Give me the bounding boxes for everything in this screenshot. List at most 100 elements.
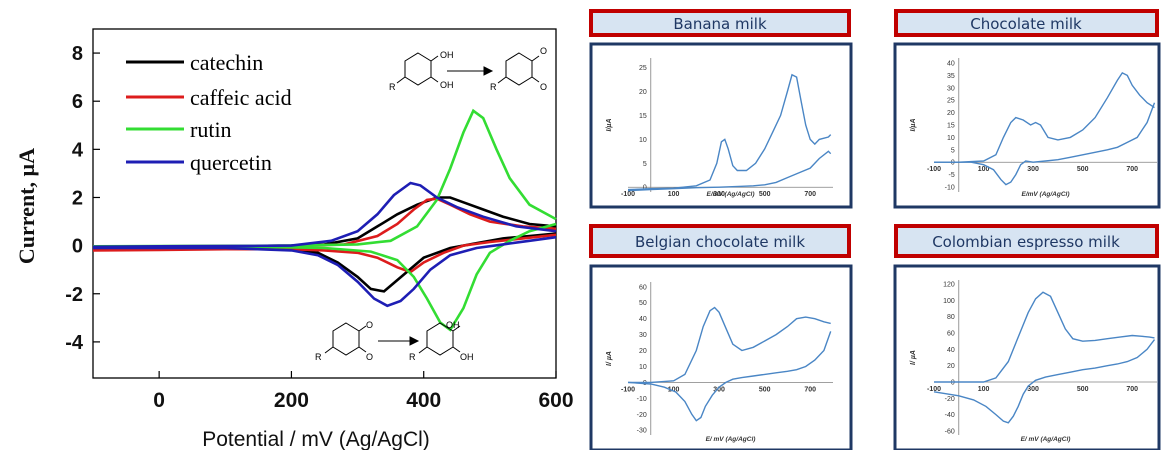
x-tick-label: 300	[1027, 386, 1039, 393]
panel-frame	[589, 42, 853, 209]
structure-label: R	[315, 352, 322, 362]
y-tick-label: 80	[947, 314, 955, 321]
y-tick-label: 40	[639, 316, 647, 323]
y-tick-label: 30	[947, 85, 955, 92]
legend-label-rutin: rutin	[190, 117, 232, 142]
y-tick-label: 10	[639, 364, 647, 371]
y-tick-label: 40	[947, 347, 955, 354]
y-tick-label: 50	[639, 300, 647, 307]
y-tick-label: 5	[951, 147, 955, 154]
x-tick-label: 300	[713, 191, 725, 198]
series-line-reverse	[934, 102, 1156, 186]
x-tick-label: 200	[274, 389, 309, 412]
structure-label: OH	[446, 320, 460, 330]
structure-label: O	[366, 320, 373, 330]
y-tick-label: 4	[72, 139, 84, 161]
y-tick-label: 35	[947, 73, 955, 80]
panel-title: Belgian chocolate milk	[635, 233, 805, 251]
series-line-catechin-forward	[92, 196, 557, 249]
y-tick-label: -60	[945, 428, 955, 435]
main-y-axis-title: Current, µA	[14, 148, 39, 264]
x-tick-label: 500	[759, 386, 771, 393]
x-axis-title: E/ mV (Ag/AgCl)	[1021, 436, 1071, 443]
quinone-ring	[505, 52, 533, 86]
legend-label-quercetin: quercetin	[190, 150, 272, 175]
y-tick-label: 0	[951, 160, 955, 167]
y-tick-label: 6	[72, 91, 83, 113]
x-tick-label: 100	[978, 386, 990, 393]
structure-label: OH	[460, 352, 474, 362]
panel-frame	[589, 264, 853, 450]
x-tick-label: 700	[1126, 386, 1138, 393]
x-tick-label: -100	[621, 191, 635, 198]
series-line-reverse	[933, 339, 1156, 424]
series-line-forward	[934, 291, 1155, 383]
quinone-ring	[332, 322, 360, 356]
y-tick-label: -4	[65, 332, 84, 354]
y-tick-label: 20	[639, 89, 647, 96]
structure-label: O	[540, 82, 547, 92]
x-axis-title: E/mV (Ag/AgCl)	[706, 191, 754, 198]
y-tick-label: 15	[947, 123, 955, 130]
structure-label: O	[540, 46, 547, 56]
structure-label: R	[490, 82, 497, 92]
series-line-reverse	[627, 150, 832, 192]
panel-frame	[893, 264, 1161, 450]
panel-colombian-espresso-milk: Colombian espresso milk -60 -40 -20 0 20 40 60…	[893, 224, 1161, 450]
x-tick-label: 700	[804, 386, 816, 393]
panel-title-fill	[593, 228, 847, 254]
y-tick-label: -30	[637, 428, 647, 435]
y-axis-title: I/ µA	[606, 351, 613, 366]
panel-frame	[893, 42, 1161, 209]
x-tick-label: -100	[927, 386, 941, 393]
panel-chocolate-milk: Chocolate milk -10 -5 0 5 10 15 20 25 30 35 40 -100…	[893, 9, 1161, 209]
series-line-quercetin-reverse	[93, 235, 557, 308]
series-line-forward	[934, 71, 1155, 163]
y-tick-label: 60	[639, 284, 647, 291]
series-line-forward	[628, 306, 831, 384]
structure-label: R	[389, 82, 396, 92]
x-tick-label: 600	[538, 389, 573, 412]
panel-title: Banana milk	[673, 15, 767, 33]
structure-oxidation	[396, 52, 540, 86]
panel-belgian-chocolate-milk: Belgian chocolate milk -30 -20 -100 10 20 30 4…	[589, 224, 853, 450]
structure-label: OH	[440, 80, 454, 90]
x-tick-label: 500	[759, 191, 771, 198]
y-tick-label: 25	[639, 65, 647, 72]
x-tick-label: 100	[978, 166, 990, 173]
x-tick-label: 500	[1077, 386, 1089, 393]
x-axis-title: E/mV (Ag/AgCl)	[1021, 191, 1069, 198]
panel-title-fill	[898, 13, 1155, 33]
y-tick-label: -40	[945, 412, 955, 419]
y-tick-label: -5	[949, 172, 955, 179]
y-tick-label: 40	[947, 60, 955, 67]
x-tick-label: -100	[621, 386, 635, 393]
y-tick-label: 100	[943, 298, 955, 305]
x-tick-label: 300	[713, 386, 725, 393]
y-tick-label: 60	[947, 331, 955, 338]
structure-label: O	[366, 352, 373, 362]
main-cv-chart: 0 200 400 600 8 6 4 2 0 -2 -4 Potential / mV (Ag/A…	[14, 28, 574, 450]
y-tick-label: -20	[637, 412, 647, 419]
y-tick-label: 30	[639, 332, 647, 339]
series-line-rutin-reverse	[93, 222, 557, 332]
panel-title: Colombian espresso milk	[932, 233, 1120, 251]
x-tick-label: 0	[153, 389, 165, 412]
main-legend: catechin caffeic acid rutin quercetin	[126, 50, 292, 175]
series-line-forward	[627, 73, 832, 191]
y-tick-label: 20	[639, 348, 647, 355]
x-tick-label: 400	[406, 389, 441, 412]
y-tick-label: 25	[947, 98, 955, 105]
y-tick-label: 10	[639, 137, 647, 144]
x-tick-label: 500	[1077, 166, 1089, 173]
y-tick-label: 20	[947, 363, 955, 370]
x-tick-label: 100	[668, 386, 680, 393]
series-line-quercetin-forward	[92, 181, 557, 249]
legend-label-catechin: catechin	[190, 50, 263, 75]
y-tick-label: 20	[947, 110, 955, 117]
panel-title-fill	[593, 13, 847, 33]
y-tick-label: -2	[65, 284, 83, 306]
series-line-rutin-forward	[92, 108, 557, 248]
y-axis-title: I/µA	[606, 119, 613, 132]
